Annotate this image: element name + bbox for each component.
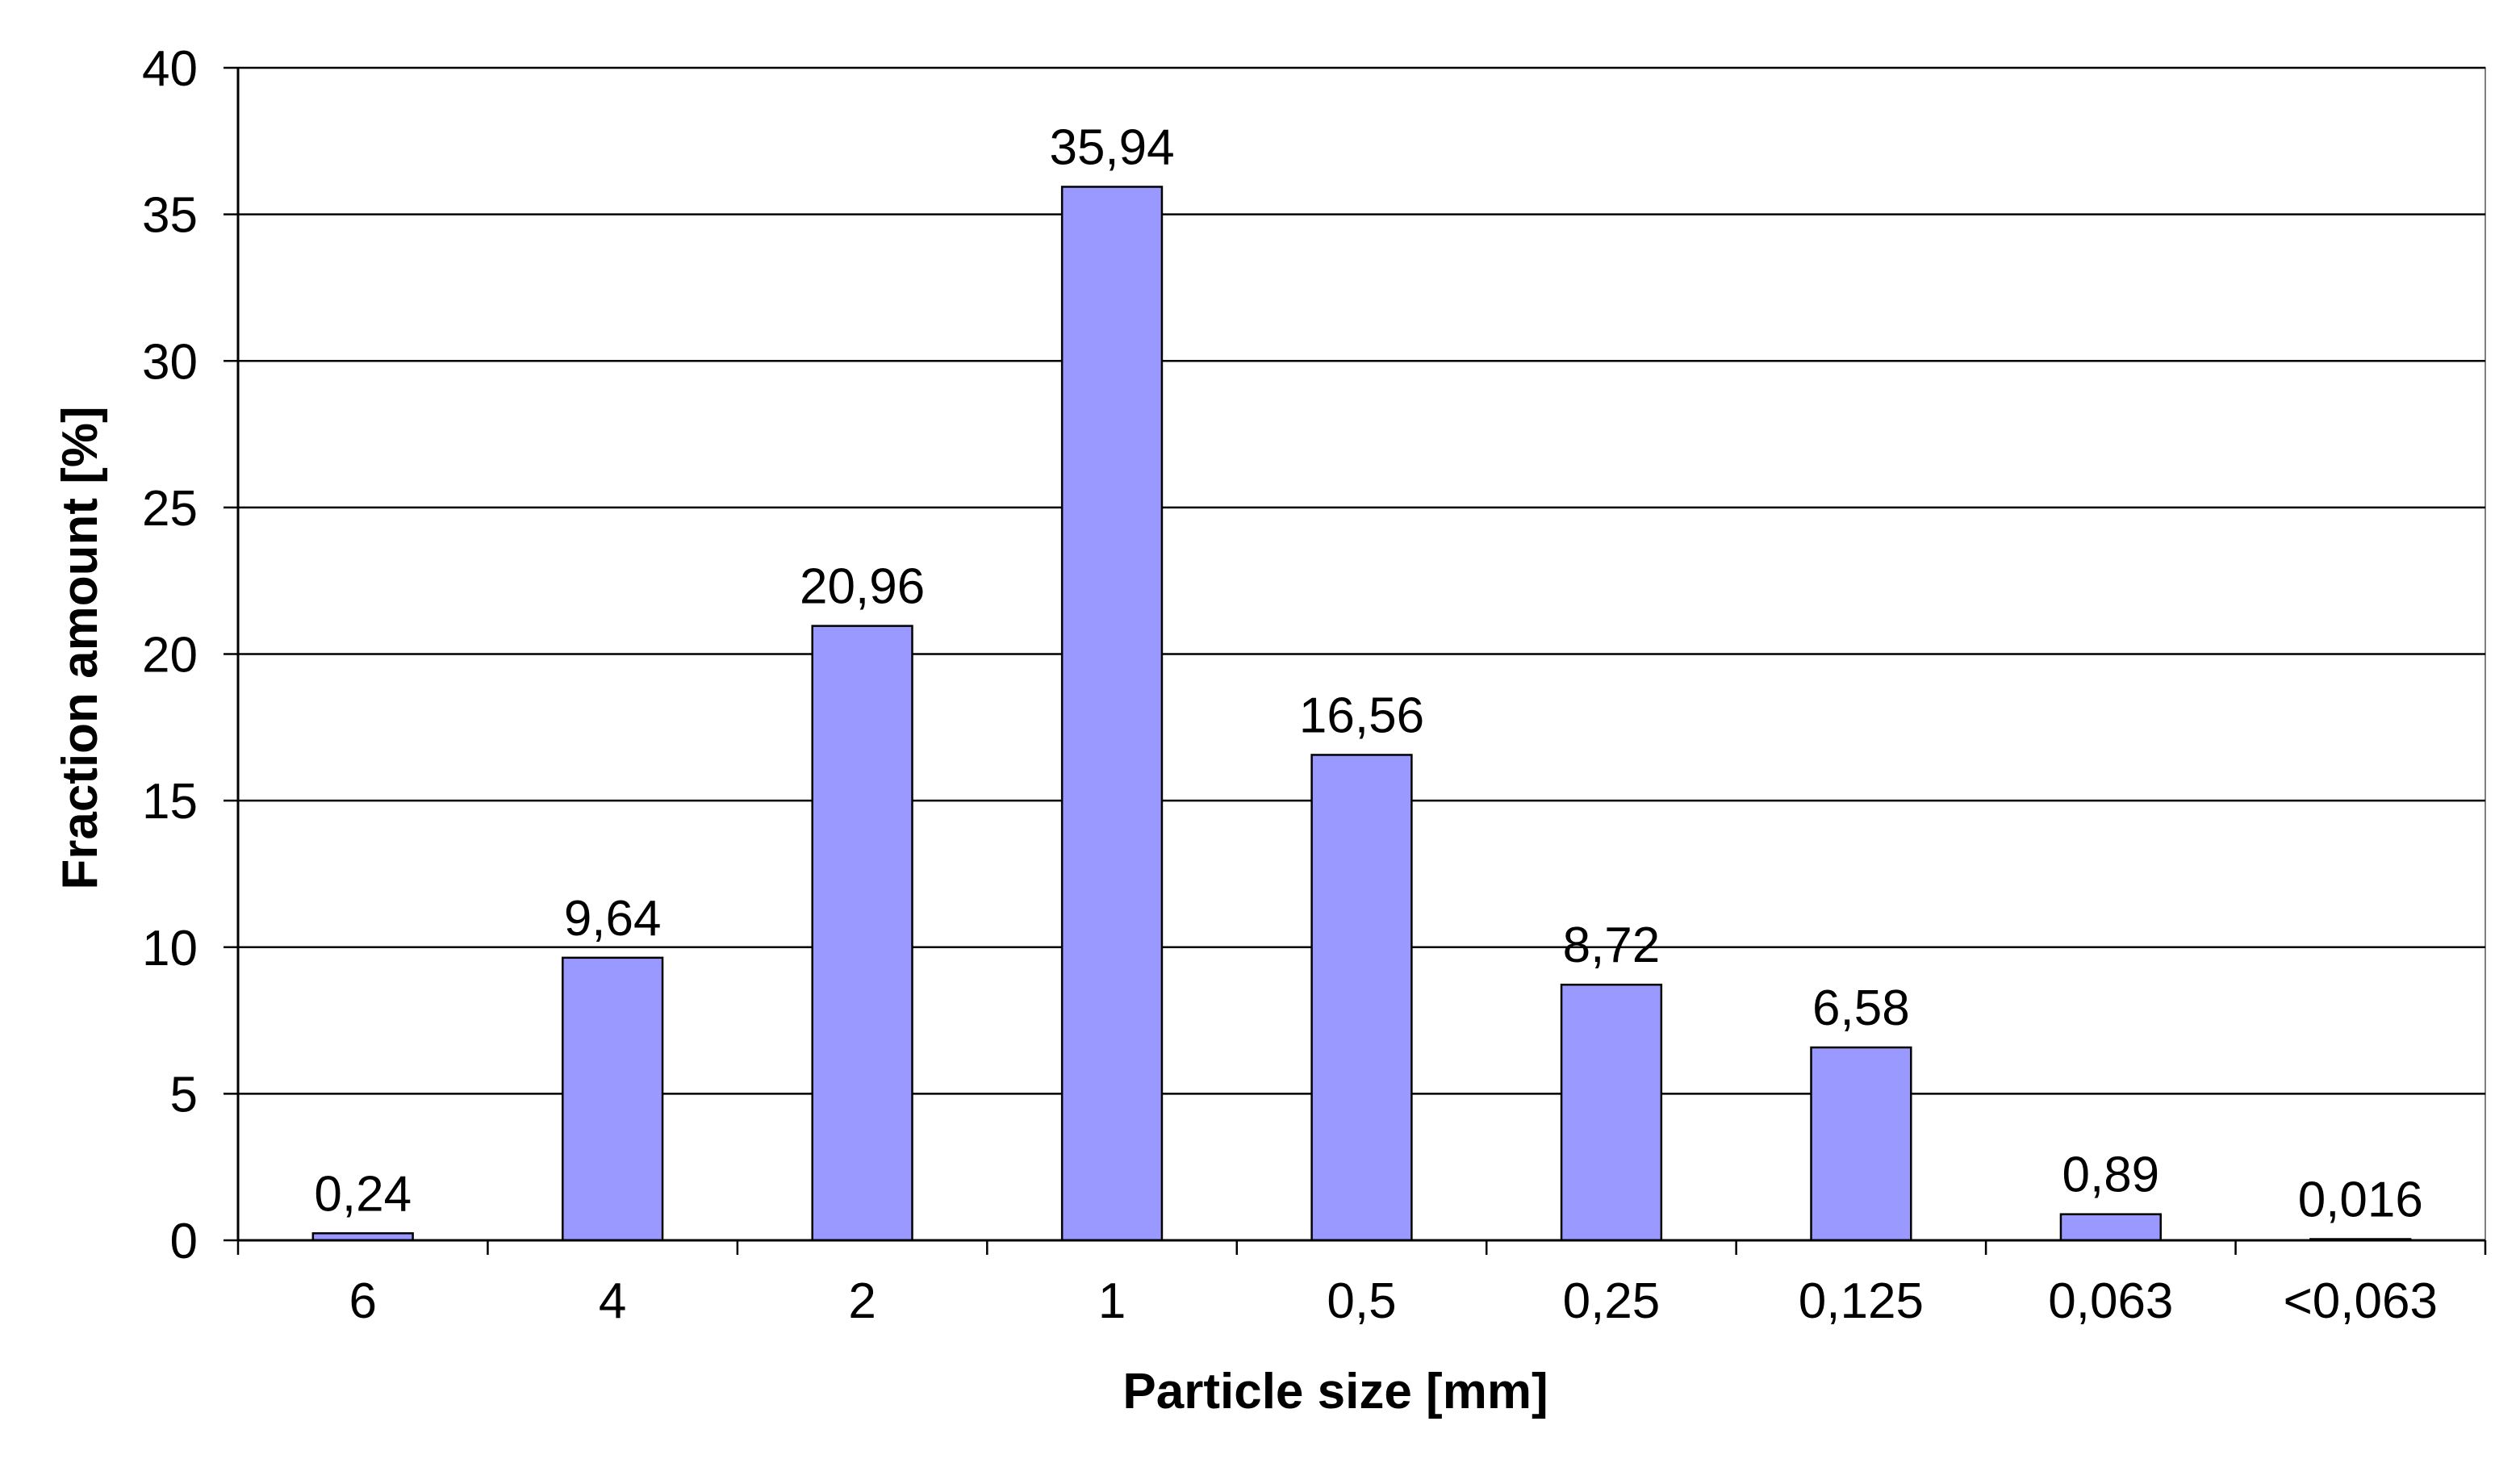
data-label: 8,72 [1563,918,1661,973]
x-axis-title: Particle size [mm] [1122,1364,1548,1419]
y-tick-label: 10 [142,921,198,976]
bar [1560,983,1663,1242]
y-tick-label: 30 [142,334,198,390]
y-tick-label: 15 [142,774,198,830]
y-tick-label: 5 [170,1067,198,1122]
bar [2059,1213,2162,1242]
bar [1810,1046,1912,1242]
x-tick-label: 0,063 [2048,1273,2173,1329]
x-tick-label: 6 [349,1273,376,1329]
bar [1060,186,1164,1242]
x-tick-label: 0,25 [1563,1273,1661,1329]
x-tick-label: 2 [848,1273,876,1329]
bar [1310,754,1413,1242]
data-label: 16,56 [1299,688,1424,743]
y-tick-label: 25 [142,481,198,537]
bar [811,625,913,1242]
x-tick-label: 1 [1098,1273,1126,1329]
axes [224,66,2487,1255]
y-tick-label: 35 [142,188,198,244]
x-tick-label: 4 [599,1273,626,1329]
data-label: 20,96 [800,559,925,615]
x-tick-label: <0,063 [2284,1273,2438,1329]
y-tick-label: 40 [142,41,198,97]
data-label: 35,94 [1049,119,1174,175]
x-tick-label: 0,5 [1327,1273,1396,1329]
labels: 0 5 10 15 20 25 30 35 40 0,24 6 9,64 4 20,96 2 35,94 1 16… [142,41,2438,1329]
y-tick-label: 0 [170,1214,198,1269]
data-label: 6,58 [1812,980,1910,1036]
data-label: 9,64 [564,891,662,947]
bars [311,186,2412,1242]
y-tick-label: 20 [142,628,198,684]
x-tick-label: 0,125 [1799,1273,1924,1329]
data-label: 0,89 [2062,1148,2159,1203]
y-axis-title: Fraction amount [%] [52,406,108,889]
data-label: 0,24 [314,1166,412,1222]
data-label: 0,016 [2298,1173,2423,1228]
bar [562,956,664,1242]
